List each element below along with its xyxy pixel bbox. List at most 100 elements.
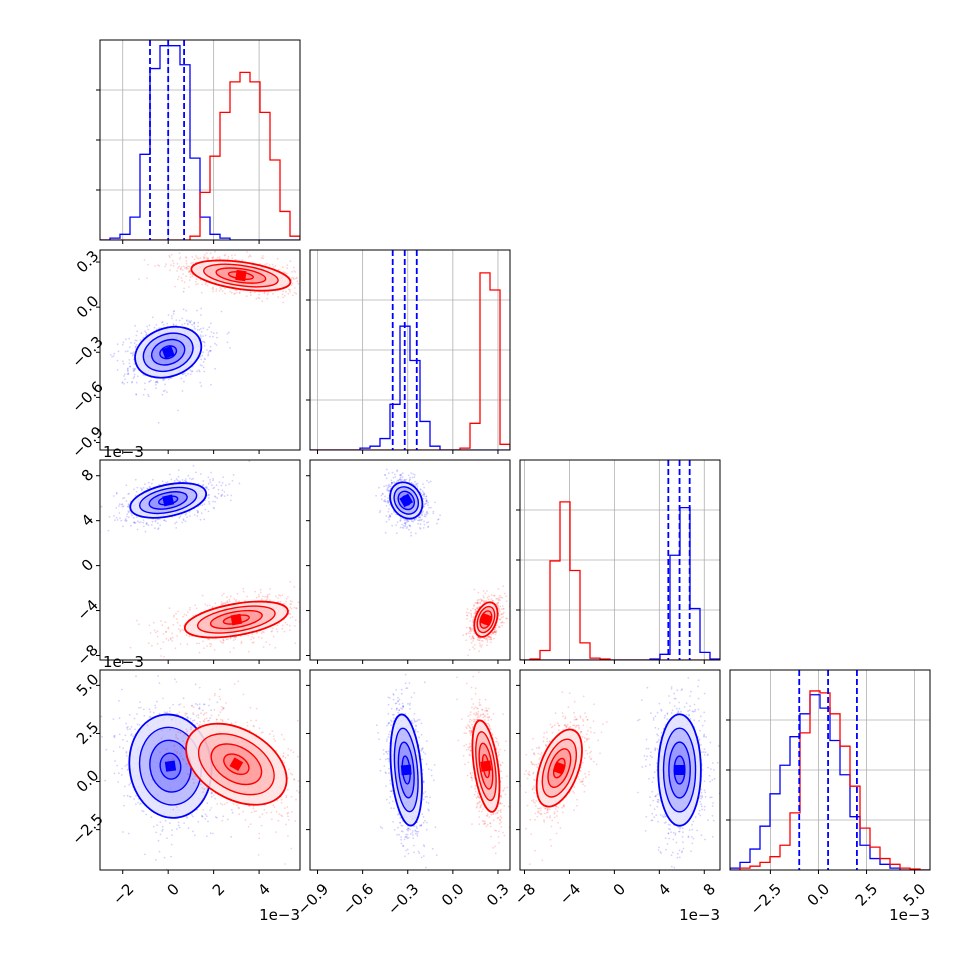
scatter-point [220,603,223,605]
scatter-point [183,479,186,482]
scatter-point [404,522,407,525]
scatter-point [121,505,124,508]
scatter-point [180,266,183,269]
scatter-point [498,610,501,613]
scatter-point [123,497,126,499]
scatter-point [176,479,179,482]
joint-panel-0-1 [96,249,321,454]
scatter-point [416,485,419,488]
scatter-point [210,322,212,325]
scatter-point [157,264,160,266]
scatter-point [127,493,130,495]
scatter-point [150,379,152,382]
scatter-point [232,639,235,641]
scatter-point [436,522,438,525]
scatter-point [241,259,244,262]
scatter-point [189,321,191,324]
scatter-point [175,618,178,620]
scatter-point [258,595,260,598]
scatter-point [197,510,200,513]
scatter-point [282,602,284,605]
scatter-point [421,514,423,517]
blue-histogram-step [730,694,930,870]
scatter-point [194,327,196,330]
scatter-point [253,291,256,294]
scatter-point [290,607,293,610]
scatter-point [132,353,135,356]
scatter-point [162,378,165,380]
scatter-point [462,634,465,637]
scatter-point [194,604,197,607]
scatter-point [319,286,321,288]
scatter-point [168,254,171,257]
scatter-point [124,519,126,521]
scatter-point [195,278,198,280]
scatter-point [291,600,293,603]
scatter-point [133,375,136,378]
scatter-point [422,497,425,500]
scatter-point [113,352,116,355]
scatter-point [136,528,139,531]
scatter-point [385,505,388,507]
scatter-point [414,532,417,535]
scatter-point [166,391,168,393]
scatter-point [217,488,220,491]
scatter-point [305,290,307,292]
scatter-point [164,621,167,624]
scatter-point [475,607,478,609]
scatter-point [202,361,205,363]
scatter-point [226,596,228,599]
scatter-point [154,381,157,384]
scatter-point [395,524,397,526]
scatter-point [113,515,115,517]
scatter-point [202,366,205,369]
scatter-point [120,519,123,522]
scatter-point [185,374,187,377]
scatter-point [387,489,389,492]
scatter-point [427,504,429,506]
scatter-point [212,286,214,289]
scatter-point [303,270,305,272]
scatter-point [221,603,224,606]
scatter-point [129,352,132,355]
scatter-point [235,599,238,601]
scatter-point [424,513,426,516]
scatter-point [212,288,215,291]
scatter-point [205,486,208,489]
scatter-point [169,638,172,641]
scatter-point [127,505,129,508]
scatter-point [201,283,204,286]
scatter-point [128,337,131,340]
scatter-point [401,476,404,479]
scatter-point [400,517,402,520]
scatter-point [283,630,286,633]
scatter-point [147,481,150,484]
scatter-point [171,317,173,320]
scatter-point [238,600,241,602]
scatter-point [183,372,186,375]
scatter-point [279,595,282,597]
scatter-point [116,369,119,371]
scatter-point [196,309,198,312]
scatter-point [266,597,269,600]
scatter-point [127,503,130,505]
scatter-point [271,630,273,632]
scatter-point [163,519,166,522]
scatter-point [135,516,138,518]
scatter-point [144,483,146,486]
scatter-point [408,524,411,527]
scatter-point [162,390,165,393]
scatter-point [209,479,211,481]
scatter-point [130,524,132,527]
scatter-point [118,505,120,507]
scatter-point [203,344,206,347]
scatter-point [212,506,215,509]
scatter-point [422,527,425,529]
scatter-point [226,600,229,602]
scatter-point [386,500,389,503]
scatter-point [145,334,148,336]
scatter-point [183,322,186,325]
scatter-point [135,393,138,396]
scatter-point [134,522,137,524]
scatter-point [230,291,233,294]
